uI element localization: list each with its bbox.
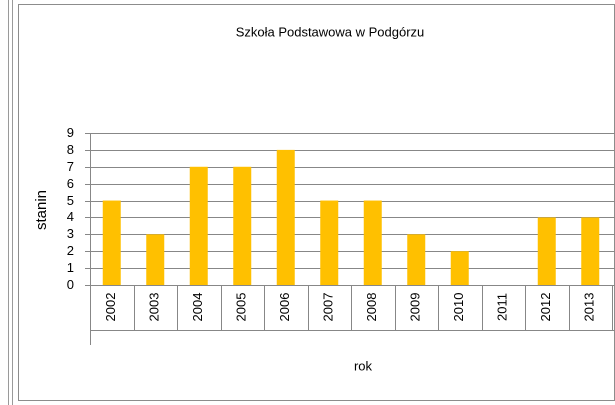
x-tick-label: 2010	[451, 293, 466, 322]
x-tick-label: 2007	[321, 293, 336, 322]
y-tick-label: 7	[67, 159, 74, 174]
x-tick-label: 2006	[277, 293, 292, 322]
y-tick-label: 5	[67, 193, 74, 208]
y-axis-label: stanin	[33, 190, 50, 230]
bar	[537, 217, 556, 285]
x-tick-label: 2002	[103, 293, 118, 322]
bar	[233, 166, 252, 285]
chart-title: Szkoła Podstawowa w Podgórzu	[236, 24, 425, 39]
y-tick-label: 9	[67, 125, 74, 140]
y-tick-label: 2	[67, 243, 74, 258]
x-tick-label: 2009	[408, 293, 423, 322]
x-tick-label: 2003	[147, 293, 162, 322]
y-tick-label: 1	[67, 260, 74, 275]
bar	[146, 234, 165, 285]
x-tick-label: 2004	[190, 293, 205, 322]
bar	[189, 166, 208, 285]
y-tick-label: 3	[67, 226, 74, 241]
bar	[320, 200, 339, 285]
x-tick-label: 2012	[538, 293, 553, 322]
y-tick-label: 6	[67, 176, 74, 191]
x-tick-label: 2011	[495, 293, 510, 321]
y-tick-label: 4	[67, 209, 74, 224]
x-tick-label: 2008	[364, 293, 379, 322]
y-tick-label: 8	[67, 142, 74, 157]
bar	[407, 234, 426, 285]
bar	[276, 149, 295, 285]
x-tick-label: 2005	[234, 293, 249, 322]
bar	[363, 200, 382, 285]
bar	[450, 251, 469, 285]
x-axis-label: rok	[354, 358, 373, 373]
x-tick-label: 2013	[582, 293, 597, 322]
y-tick-label: 0	[67, 277, 74, 292]
bar	[102, 200, 121, 285]
bar	[581, 217, 600, 285]
